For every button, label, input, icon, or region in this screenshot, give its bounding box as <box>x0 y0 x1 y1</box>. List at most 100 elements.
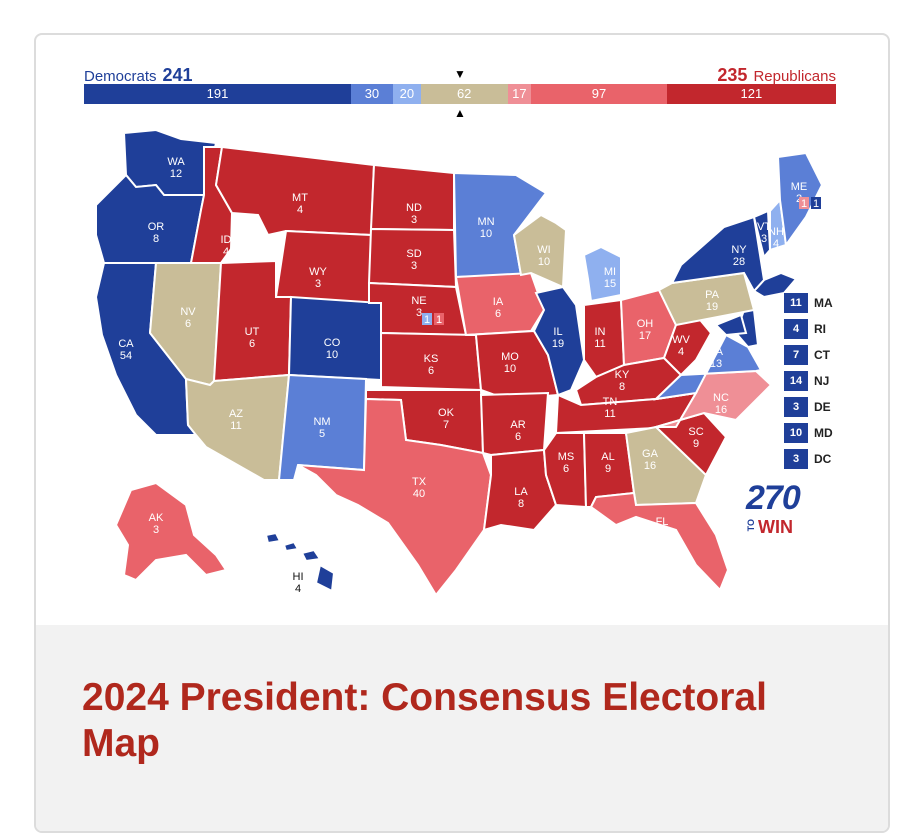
midpoint-arrow-bottom-icon: ▲ <box>454 106 466 120</box>
state-label-nv: NV <box>180 306 196 318</box>
state-ev-wv: 4 <box>678 346 684 358</box>
state-mi[interactable] <box>582 245 622 303</box>
small-state-ri[interactable]: 4 RI <box>784 319 844 339</box>
small-state-ev: 10 <box>784 423 808 443</box>
small-state-dc[interactable]: 3 DC <box>784 449 844 469</box>
state-label-ne: NE <box>411 295 426 307</box>
state-ev-ut: 6 <box>249 338 255 350</box>
republicans-total: 235 Republicans <box>717 65 836 86</box>
democrats-total: Democrats 241 <box>84 65 193 86</box>
me-district-2: 1 <box>813 198 819 210</box>
state-label-az: AZ <box>229 408 243 420</box>
state-label-hi: HI <box>293 571 304 583</box>
state-ev-pa: 19 <box>706 301 718 313</box>
state-label-vt: VT <box>757 221 771 233</box>
state-label-tn: TN <box>603 396 618 408</box>
state-ev-nd: 3 <box>411 214 417 226</box>
state-label-in: IN <box>595 326 606 338</box>
state-ev-mi: 15 <box>604 278 616 290</box>
state-label-wy: WY <box>309 266 327 278</box>
ne-district-2-box[interactable] <box>422 313 432 325</box>
state-ev-wa: 12 <box>170 168 182 180</box>
small-state-abbr: CT <box>814 348 830 362</box>
state-ev-ky: 8 <box>619 381 625 393</box>
state-ny[interactable] <box>670 215 766 293</box>
state-ia[interactable] <box>454 271 546 337</box>
state-label-ok: OK <box>438 407 455 419</box>
state-label-ms: MS <box>558 451 575 463</box>
state-ev-id: 4 <box>223 246 229 258</box>
state-ev-va: 13 <box>710 358 722 370</box>
small-state-abbr: DC <box>814 452 832 466</box>
state-ev-ny: 28 <box>733 256 745 268</box>
state-label-nh: NH <box>768 226 784 238</box>
logo-to: TO <box>746 519 756 532</box>
state-label-ak: AK <box>149 512 164 524</box>
state-label-fl: FL <box>656 516 669 528</box>
republicans-label: Republicans <box>753 68 836 85</box>
state-ev-ms: 6 <box>563 463 569 475</box>
state-fl[interactable] <box>589 491 730 592</box>
democrats-label: Democrats <box>84 68 157 85</box>
state-label-co: CO <box>324 337 341 349</box>
electoral-vote-bar: 191 30 20 62 17 97 121 <box>84 84 836 104</box>
small-state-md[interactable]: 10 MD <box>784 423 844 443</box>
state-ev-or: 8 <box>153 233 159 245</box>
state-ev-hi: 4 <box>295 583 301 595</box>
midpoint-arrow-top-icon: ▼ <box>454 67 466 81</box>
state-ev-mn: 10 <box>480 228 492 240</box>
state-ev-al: 9 <box>605 463 611 475</box>
ne-district-1-box[interactable] <box>434 313 444 325</box>
state-ev-oh: 17 <box>639 330 651 342</box>
ne-district-2: 1 <box>424 314 430 326</box>
state-label-ia: IA <box>493 296 504 308</box>
state-label-wa: WA <box>167 156 185 168</box>
small-state-de[interactable]: 3 DE <box>784 397 844 417</box>
state-label-pa: PA <box>705 289 720 301</box>
state-ev-nc: 16 <box>715 404 727 416</box>
state-label-tx: TX <box>412 476 427 488</box>
state-label-ga: GA <box>642 448 659 460</box>
ne-district-1: 1 <box>436 314 442 326</box>
bar-segment-likely_dem: 30 <box>350 84 393 104</box>
bar-segment-likely_rep: 97 <box>531 84 667 104</box>
state-label-me: ME <box>791 181 808 193</box>
state-label-il: IL <box>553 326 562 338</box>
state-ev-il: 19 <box>552 338 564 350</box>
state-label-la: LA <box>514 486 528 498</box>
state-ev-ca: 54 <box>120 350 132 362</box>
state-label-or: OR <box>148 221 165 233</box>
state-mt[interactable] <box>214 145 376 237</box>
map-card: Democrats 241 ▼ 235 Republicans 191 30 20 62 1… <box>34 33 890 833</box>
small-state-ma[interactable]: 11 MA <box>784 293 844 313</box>
state-ev-tx: 40 <box>413 488 425 500</box>
state-label-al: AL <box>601 451 614 463</box>
state-il[interactable] <box>532 285 586 397</box>
map-region-extra <box>714 313 748 337</box>
state-tx[interactable] <box>297 397 493 597</box>
me-district-2-box[interactable] <box>811 197 821 209</box>
small-state-nj[interactable]: 14 NJ <box>784 371 844 391</box>
state-label-ks: KS <box>424 353 439 365</box>
small-state-ev: 3 <box>784 449 808 469</box>
state-va[interactable] <box>653 333 763 401</box>
small-state-ct[interactable]: 7 CT <box>784 345 844 365</box>
state-ev-mt: 4 <box>297 204 303 216</box>
state-hi[interactable] <box>264 531 282 545</box>
state-ev-wi: 10 <box>538 256 550 268</box>
state-wi[interactable] <box>512 213 568 289</box>
state-label-mn: MN <box>477 216 494 228</box>
state-ak[interactable] <box>114 481 228 582</box>
state-ev-tn: 11 <box>604 408 615 420</box>
me-district-1-box[interactable] <box>799 197 809 209</box>
state-ev-ks: 6 <box>428 365 434 377</box>
state-label-ca: CA <box>118 338 134 350</box>
article-headline[interactable]: 2024 President: Consensus Electoral Map <box>82 676 767 765</box>
state-ev-sd: 3 <box>411 260 417 272</box>
bar-segment-lean_dem: 20 <box>392 84 421 104</box>
state-ev-wy: 3 <box>315 278 321 290</box>
small-state-ev: 14 <box>784 371 808 391</box>
state-ev-in: 11 <box>594 338 605 350</box>
small-state-ev: 11 <box>784 293 808 313</box>
bar-segment-lean_rep: 17 <box>507 84 532 104</box>
